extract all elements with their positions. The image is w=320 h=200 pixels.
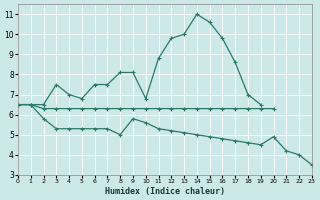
X-axis label: Humidex (Indice chaleur): Humidex (Indice chaleur) [105,187,225,196]
